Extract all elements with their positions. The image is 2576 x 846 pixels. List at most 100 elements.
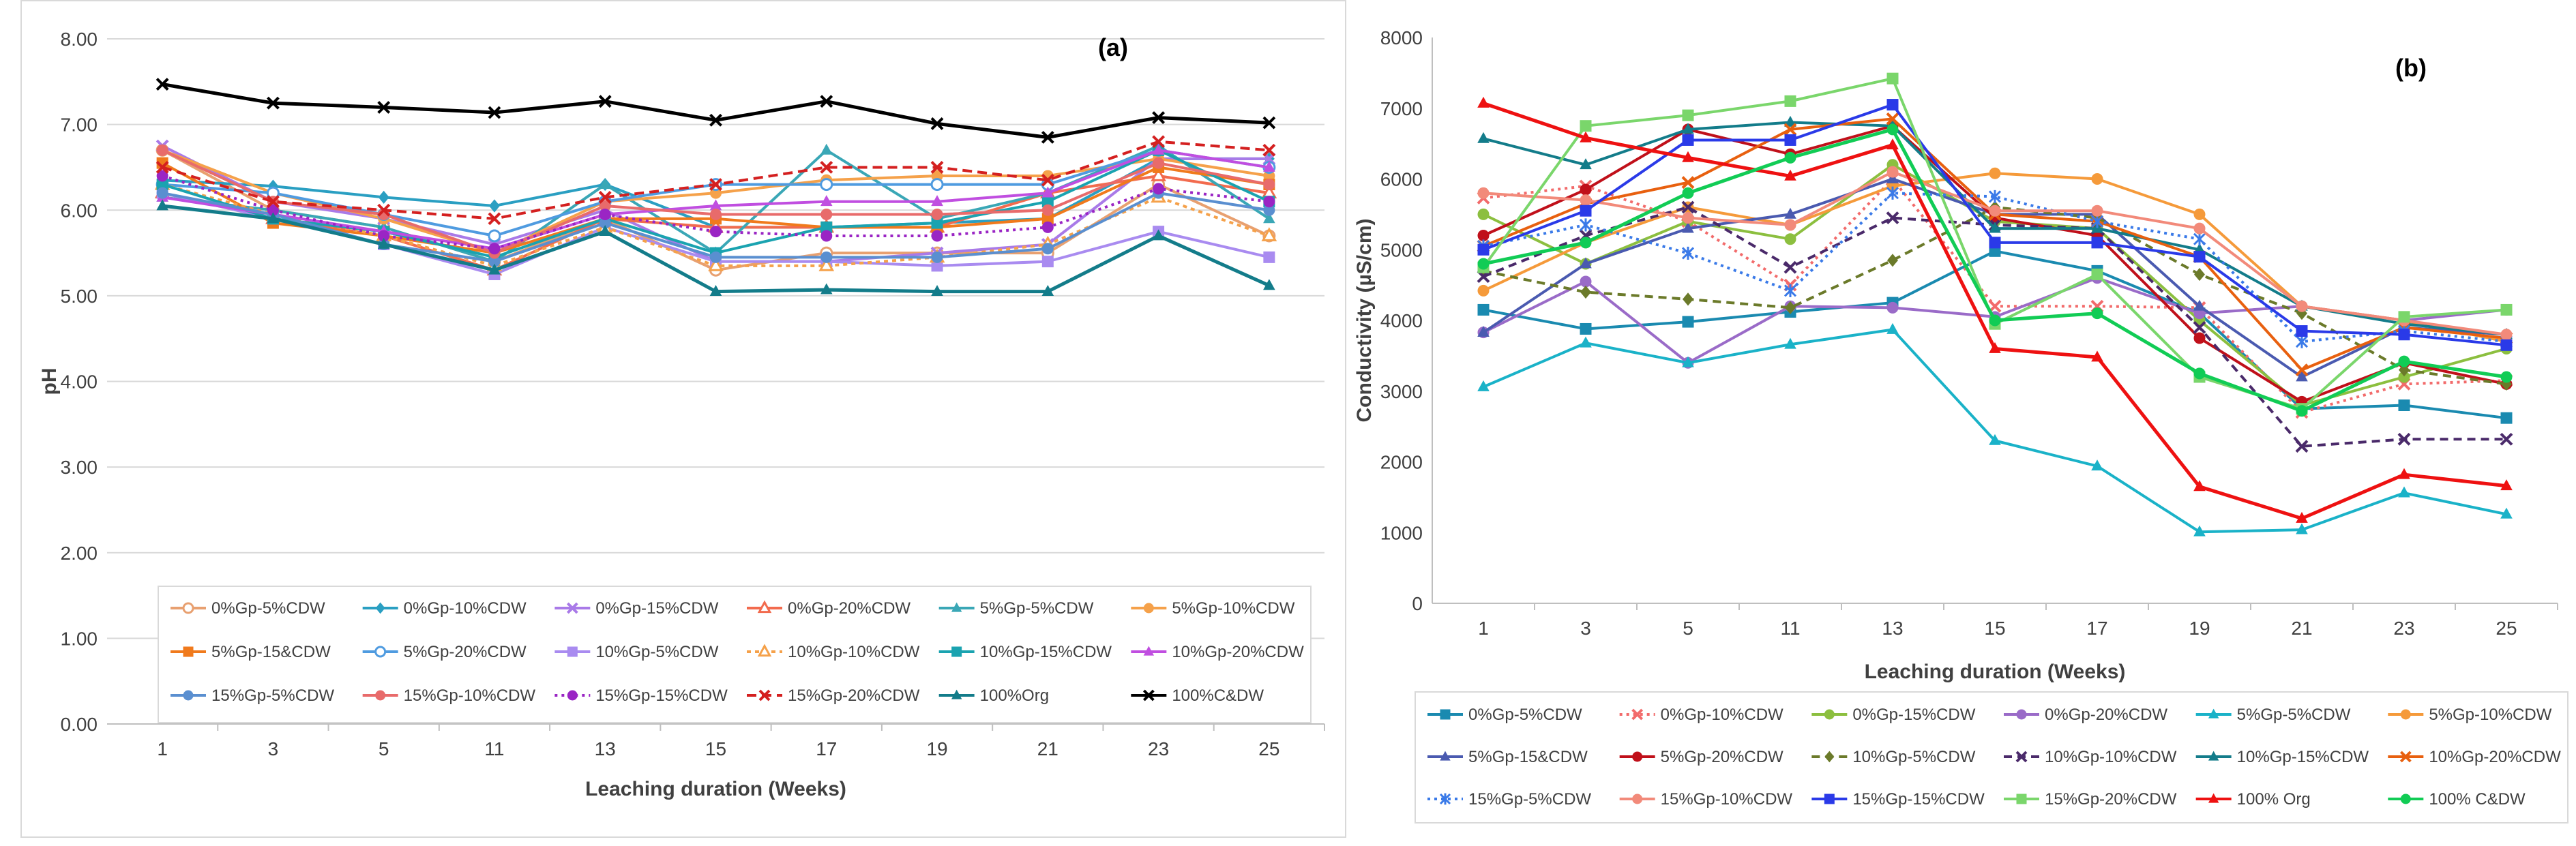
legend-item: 5%Gp-15&CDW: [171, 643, 331, 661]
legend-item: 0%Gp-15%CDW: [554, 599, 719, 618]
series-line: [1483, 250, 2507, 420]
data-point: [1886, 138, 1899, 150]
data-point: [1784, 151, 1796, 164]
legend-marker: [2208, 793, 2219, 803]
data-point: [2500, 432, 2513, 446]
data-point: [1580, 336, 1592, 348]
data-point: [1580, 120, 1592, 132]
legend-item: 5%Gp-5%CDW: [938, 599, 1094, 618]
data-point: [2500, 479, 2513, 491]
legend-item: 0%Gp-5%CDW: [171, 599, 325, 618]
data-point: [2193, 525, 2206, 537]
legend-label: 10%Gp-10%CDW: [2045, 748, 2177, 766]
x-tick-label: 1: [157, 738, 168, 759]
legend-marker: [1142, 689, 1155, 701]
data-point: [1682, 123, 1694, 134]
y-tick-label: 8.00: [61, 29, 98, 50]
data-point: [1682, 151, 1694, 162]
data-point: [1153, 157, 1165, 169]
data-point: [2398, 486, 2410, 498]
legend-item: 5%Gp-10%CDW: [1131, 599, 1295, 618]
legend-label: 10%Gp-15%CDW: [980, 643, 1112, 661]
x-axis-title: Leaching duration (Weeks): [585, 778, 846, 800]
data-point: [2296, 405, 2308, 417]
data-point: [1886, 186, 1899, 200]
x-tick-label: 5: [379, 738, 389, 759]
data-point: [156, 144, 168, 156]
y-tick-label: 4000: [1380, 310, 1423, 331]
x-tick-label: 23: [1148, 738, 1169, 759]
legend-marker: [757, 644, 772, 657]
legend-item: 10%Gp-20%CDW: [2388, 748, 2561, 766]
data-point: [1263, 179, 1275, 191]
legend-marker: [951, 689, 962, 699]
data-point: [2296, 300, 2308, 312]
y-axis-title: Conductivity (µS/cm): [1353, 219, 1376, 423]
data-point: [1886, 301, 1899, 314]
data-point: [2296, 325, 2308, 337]
legend-label: 0%Gp-15%CDW: [595, 599, 718, 618]
data-point: [598, 95, 612, 108]
legend-marker: [1824, 709, 1835, 720]
data-point: [156, 170, 168, 182]
data-point: [1681, 200, 1695, 214]
data-point: [931, 209, 943, 221]
data-point: [820, 143, 833, 155]
data-point: [1263, 212, 1275, 224]
ph-chart: 0.001.002.003.004.005.006.007.008.001 3 5 1…: [38, 29, 1325, 800]
x-tick-label: 25: [2496, 618, 2517, 639]
data-point: [1886, 166, 1899, 178]
legend-label: 15%Gp-15%CDW: [595, 686, 728, 705]
data-point: [1477, 326, 1490, 337]
legend-marker: [2208, 708, 2219, 719]
legend-label: 5%Gp-15&CDW: [211, 643, 331, 661]
y-tick-label: 7000: [1380, 98, 1423, 119]
series-16: [156, 135, 1276, 226]
data-point: [1783, 260, 1797, 274]
data-point: [1580, 275, 1592, 288]
data-point: [1041, 221, 1054, 233]
data-point: [2091, 173, 2103, 185]
legend-label: 10%Gp-20%CDW: [2429, 748, 2561, 766]
data-point: [1784, 134, 1796, 146]
data-point: [1989, 237, 2001, 249]
data-point: [2193, 232, 2206, 246]
data-point: [1153, 183, 1165, 195]
data-point: [488, 229, 501, 243]
y-tick-label: 8000: [1380, 27, 1423, 48]
data-point: [820, 283, 833, 294]
series-14: [1477, 166, 2513, 341]
series-line: [1483, 328, 2507, 534]
data-point: [2090, 215, 2104, 228]
data-point: [488, 212, 501, 226]
data-point: [1580, 285, 1591, 299]
legend-label: 0%Gp-20%CDW: [2045, 706, 2167, 724]
legend-label: 15%Gp-15%CDW: [1852, 790, 1985, 809]
legend-label: 15%Gp-5%CDW: [1468, 790, 1591, 809]
data-point: [1783, 123, 1797, 136]
legend-marker: [375, 602, 385, 614]
y-tick-label: 2000: [1380, 452, 1423, 473]
data-point: [820, 178, 833, 192]
series-17: [1477, 96, 2513, 523]
data-point: [1262, 116, 1276, 130]
data-point: [1783, 284, 1797, 298]
data-point: [2500, 371, 2513, 383]
data-point: [1041, 186, 1054, 198]
x-tick-label: 19: [2189, 618, 2210, 639]
legend-marker: [183, 646, 194, 657]
legend-label: 0%Gp-5%CDW: [211, 599, 325, 618]
data-point: [2193, 367, 2206, 380]
data-point: [2295, 440, 2309, 453]
data-point: [710, 251, 722, 263]
legend-label: 5%Gp-10%CDW: [1172, 599, 1294, 618]
data-point: [2193, 480, 2206, 492]
data-point: [930, 117, 944, 130]
legend-marker: [567, 690, 578, 701]
data-point: [2295, 363, 2309, 377]
data-point: [818, 257, 835, 271]
data-point: [1988, 190, 2002, 204]
data-point: [1041, 173, 1054, 187]
legend-marker: [951, 646, 962, 657]
